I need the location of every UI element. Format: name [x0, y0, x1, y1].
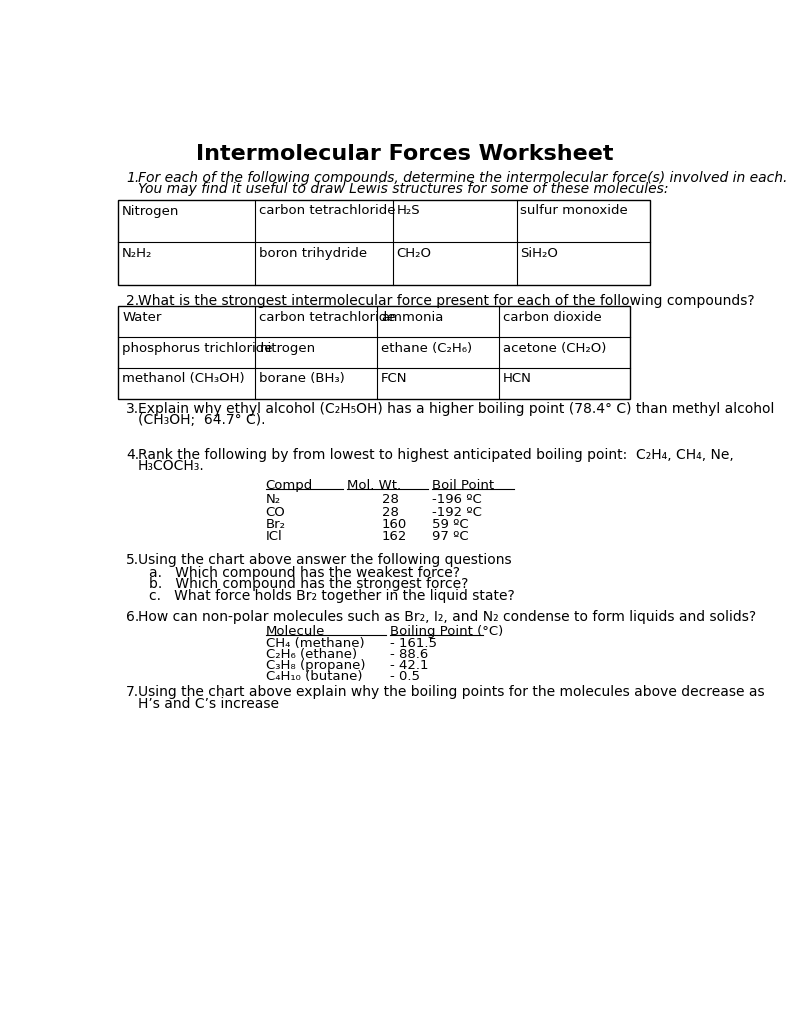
Text: ammonia: ammonia — [381, 310, 443, 324]
Text: 28: 28 — [382, 494, 399, 506]
Text: - 0.5: - 0.5 — [389, 670, 419, 683]
Text: Boil Point: Boil Point — [432, 479, 494, 493]
Text: H₂S: H₂S — [396, 205, 420, 217]
Text: (CH₃OH;  64.7° C).: (CH₃OH; 64.7° C). — [138, 413, 265, 427]
Text: 59 ºC: 59 ºC — [432, 518, 469, 530]
Text: 160: 160 — [382, 518, 407, 530]
Text: How can non-polar molecules such as Br₂, I₂, and N₂ condense to form liquids and: How can non-polar molecules such as Br₂,… — [138, 609, 755, 624]
Text: 28: 28 — [382, 506, 399, 518]
Text: Nitrogen: Nitrogen — [122, 205, 180, 217]
Text: 97 ºC: 97 ºC — [432, 530, 469, 543]
Text: C₂H₆ (ethane): C₂H₆ (ethane) — [266, 648, 357, 662]
Text: Using the chart above explain why the boiling points for the molecules above dec: Using the chart above explain why the bo… — [138, 685, 764, 699]
Text: Water: Water — [122, 310, 161, 324]
Text: CH₄ (methane): CH₄ (methane) — [266, 637, 364, 650]
Text: ethane (C₂H₆): ethane (C₂H₆) — [381, 342, 472, 354]
Text: H’s and C’s increase: H’s and C’s increase — [138, 696, 278, 711]
Text: N₂: N₂ — [266, 494, 281, 506]
Text: What is the strongest intermolecular force present for each of the following com: What is the strongest intermolecular for… — [138, 294, 755, 308]
Text: You may find it useful to draw Lewis structures for some of these molecules:: You may find it useful to draw Lewis str… — [138, 182, 668, 197]
Text: 7.: 7. — [126, 685, 139, 699]
Text: acetone (CH₂O): acetone (CH₂O) — [502, 342, 606, 354]
Text: For each of the following compounds, determine the intermolecular force(s) invol: For each of the following compounds, det… — [138, 171, 787, 184]
Text: carbon dioxide: carbon dioxide — [502, 310, 601, 324]
Text: 4.: 4. — [126, 447, 139, 462]
Text: Explain why ethyl alcohol (C₂H₅OH) has a higher boiling point (78.4° C) than met: Explain why ethyl alcohol (C₂H₅OH) has a… — [138, 401, 774, 416]
Text: SiH₂O: SiH₂O — [520, 247, 558, 260]
Text: N₂H₂: N₂H₂ — [122, 247, 153, 260]
Text: CH₂O: CH₂O — [396, 247, 431, 260]
Text: - 161.5: - 161.5 — [389, 637, 437, 650]
Text: c.   What force holds Br₂ together in the liquid state?: c. What force holds Br₂ together in the … — [149, 589, 515, 603]
Text: phosphorus trichloride: phosphorus trichloride — [122, 342, 273, 354]
Text: Mol. Wt.: Mol. Wt. — [347, 479, 401, 493]
Text: - 88.6: - 88.6 — [389, 648, 428, 662]
Text: boron trihydride: boron trihydride — [259, 247, 368, 260]
Text: 3.: 3. — [126, 401, 139, 416]
Text: Br₂: Br₂ — [266, 518, 286, 530]
Text: borane (BH₃): borane (BH₃) — [259, 373, 345, 385]
Text: ICl: ICl — [266, 530, 282, 543]
Text: 5.: 5. — [126, 553, 139, 567]
Text: Molecule: Molecule — [266, 625, 325, 638]
Text: carbon tetrachloride: carbon tetrachloride — [259, 310, 396, 324]
Text: C₄H₁₀ (butane): C₄H₁₀ (butane) — [266, 670, 362, 683]
Text: 6.: 6. — [126, 609, 139, 624]
Text: HCN: HCN — [502, 373, 532, 385]
Text: Rank the following by from lowest to highest anticipated boiling point:  C₂H₄, C: Rank the following by from lowest to hig… — [138, 447, 733, 462]
Bar — [118, 306, 630, 398]
Text: CO: CO — [266, 506, 286, 518]
Text: b.   Which compound has the strongest force?: b. Which compound has the strongest forc… — [149, 578, 468, 591]
Text: 1.: 1. — [126, 171, 139, 184]
Text: 162: 162 — [382, 530, 407, 543]
Text: C₃H₈ (propane): C₃H₈ (propane) — [266, 658, 365, 672]
Text: a.   Which compound has the weakest force?: a. Which compound has the weakest force? — [149, 565, 460, 580]
Bar — [118, 200, 650, 285]
Text: FCN: FCN — [381, 373, 407, 385]
Text: Using the chart above answer the following questions: Using the chart above answer the followi… — [138, 553, 511, 567]
Text: nitrogen: nitrogen — [259, 342, 316, 354]
Text: methanol (CH₃OH): methanol (CH₃OH) — [122, 373, 244, 385]
Text: H₃COCH₃.: H₃COCH₃. — [138, 460, 204, 473]
Text: sulfur monoxide: sulfur monoxide — [520, 205, 628, 217]
Text: -192 ºC: -192 ºC — [432, 506, 482, 518]
Text: Compd: Compd — [266, 479, 312, 493]
Text: carbon tetrachloride: carbon tetrachloride — [259, 205, 396, 217]
Text: - 42.1: - 42.1 — [389, 658, 428, 672]
Text: 2.: 2. — [126, 294, 139, 308]
Text: -196 ºC: -196 ºC — [432, 494, 482, 506]
Text: Intermolecular Forces Worksheet: Intermolecular Forces Worksheet — [196, 144, 614, 165]
Text: Boiling Point (°C): Boiling Point (°C) — [389, 625, 503, 638]
